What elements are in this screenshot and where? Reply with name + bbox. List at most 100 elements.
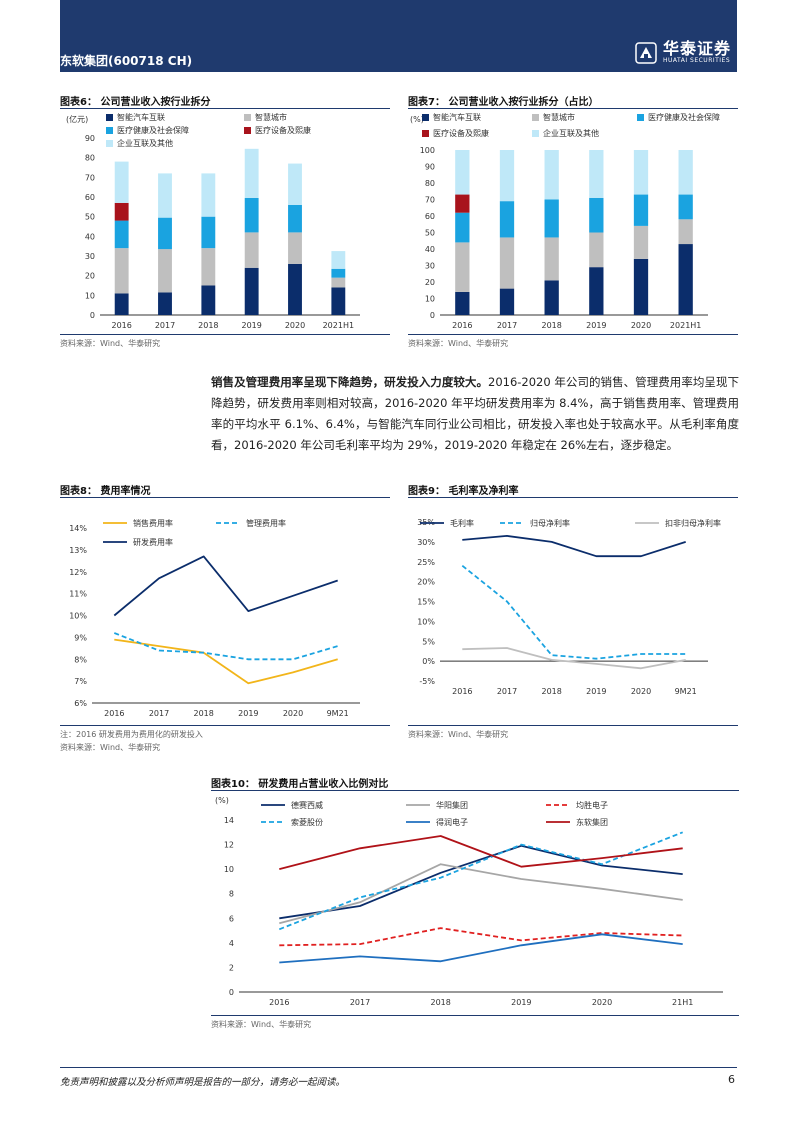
bar-segment — [589, 267, 604, 315]
x-tick-label: 2020 — [285, 321, 305, 330]
bar-segment — [288, 204, 302, 233]
legend-label: 企业互联及其他 — [117, 138, 173, 148]
legend-label: 医疗健康及社会保障 — [117, 125, 189, 135]
x-tick-label: 2019 — [586, 687, 606, 696]
y-tick-label: 20% — [417, 578, 435, 587]
y-tick-label: 70 — [85, 173, 95, 182]
bar-segment — [244, 148, 259, 198]
y-tick-label: 10 — [224, 865, 234, 874]
bar-segment — [288, 163, 302, 205]
y-tick-label: 10% — [69, 612, 87, 621]
legend-swatch — [532, 130, 539, 137]
bar-segment — [114, 202, 129, 221]
series-line — [278, 831, 684, 931]
bar-segment — [499, 150, 515, 202]
bar-segment — [544, 237, 559, 281]
legend-swatch — [637, 114, 644, 121]
legend-label: 均胜电子 — [576, 800, 608, 810]
bar-segment — [589, 150, 604, 198]
y-tick-label: 8 — [229, 890, 234, 899]
legend-label: 销售费用率 — [133, 518, 173, 528]
huatai-logo-icon — [635, 41, 657, 64]
paragraph-body: 2016-2020 年公司的销售、管理费用率均呈现下降趋势，研发费用率则相对较高… — [211, 375, 739, 452]
bar-segment — [678, 194, 693, 220]
x-tick-label: 2018 — [198, 321, 218, 330]
figure-6-title: 图表6： 公司营业收入按行业拆分 — [60, 97, 211, 108]
series-line — [279, 927, 683, 947]
legend-swatch — [422, 130, 429, 137]
y-tick-label: 14 — [224, 816, 234, 825]
y-tick-label: 4 — [229, 939, 234, 948]
figure-6-chart: (亿元) 0 10 20 30 40 50 60 70 80 90 2016 2017 2018 2019 2… — [66, 112, 360, 330]
legend-label: 索菱股份 — [291, 817, 323, 827]
brand-name-en: HUATAI SECURITIES — [662, 57, 731, 64]
bar-segment — [455, 242, 470, 292]
bar-segment — [544, 280, 559, 315]
bar-segment — [244, 197, 259, 233]
bar-segment — [158, 217, 172, 250]
y-axis-unit: (%) — [215, 796, 229, 805]
bar-segment — [158, 292, 172, 315]
bar-segment — [331, 268, 346, 278]
figure-9-chart: -5%0%5%10%15%20%25%30%35%201620172018201… — [417, 518, 721, 696]
x-tick-label: 2019 — [241, 321, 261, 330]
legend-swatch — [106, 140, 113, 147]
y-tick-label: 0% — [422, 657, 435, 666]
y-tick-label: 20 — [85, 272, 95, 281]
y-tick-label: 60 — [85, 193, 95, 202]
legend-swatch — [244, 114, 251, 121]
bar-segment — [201, 248, 216, 286]
y-tick-label: 30 — [425, 262, 435, 271]
y-tick-label: 10 — [425, 295, 435, 304]
bar-segment — [201, 216, 216, 249]
bar-segment — [201, 285, 216, 315]
y-tick-label: 20 — [425, 278, 435, 287]
y-tick-label: 30% — [417, 538, 435, 547]
bar-segment — [499, 288, 515, 315]
footer-disclaimer: 免责声明和披露以及分析师声明是报告的一部分，请务必一起阅读。 — [60, 1077, 346, 1088]
y-tick-label: 11% — [69, 590, 87, 599]
bar-segment — [331, 251, 346, 269]
y-tick-label: 90 — [425, 163, 435, 172]
y-tick-label: 14% — [69, 524, 87, 533]
figure-7-title: 图表7： 公司营业收入按行业拆分（占比） — [408, 97, 599, 108]
x-tick-label: 2016 — [269, 998, 289, 1007]
figure-10-title: 图表10： 研发费用占营业收入比例对比 — [211, 779, 389, 790]
y-tick-label: 10% — [417, 617, 435, 626]
x-tick-label: 2018 — [193, 709, 213, 718]
series-line — [279, 933, 683, 964]
figure-10-rule — [211, 790, 739, 791]
x-tick-label: 2017 — [155, 321, 175, 330]
x-tick-label: 2020 — [631, 687, 651, 696]
series-line — [113, 555, 338, 617]
y-tick-label: 12 — [224, 841, 234, 850]
y-tick-label: 6 — [229, 914, 234, 923]
bar-segment — [455, 212, 470, 243]
brand: 华泰证券 HUATAI SECURITIES — [635, 40, 731, 65]
y-tick-label: 10 — [85, 291, 95, 300]
series-line — [114, 638, 338, 685]
figure-9-rule — [408, 497, 738, 498]
legend-label: 智慧城市 — [255, 112, 287, 122]
y-tick-label: 50 — [85, 213, 95, 222]
x-tick-label: 2019 — [511, 998, 531, 1007]
y-tick-label: 80 — [425, 179, 435, 188]
y-tick-label: -5% — [419, 677, 435, 686]
x-tick-label: 2021H1 — [670, 321, 701, 330]
figure-6-source: 资料来源：Wind、华泰研究 — [60, 339, 161, 348]
bar-segment — [544, 150, 559, 200]
y-tick-label: 2 — [229, 963, 234, 972]
x-tick-label: 2021H1 — [323, 321, 354, 330]
series-line — [113, 632, 338, 661]
page-number: 6 — [728, 1073, 735, 1086]
legend-label: 扣非归母净利率 — [665, 518, 721, 528]
x-tick-label: 2016 — [452, 321, 472, 330]
y-tick-label: 50 — [425, 229, 435, 238]
body-paragraph: 销售及管理费用率呈现下降趋势，研发投入力度较大。2016-2020 年公司的销售… — [211, 372, 739, 456]
y-axis-unit: (亿元) — [66, 114, 88, 124]
bar-segment — [633, 225, 649, 259]
y-tick-label: 90 — [85, 134, 95, 143]
figure-8-source: 资料来源：Wind、华泰研究 — [60, 743, 161, 752]
series-line — [462, 647, 686, 670]
y-tick-label: 7% — [74, 677, 87, 686]
